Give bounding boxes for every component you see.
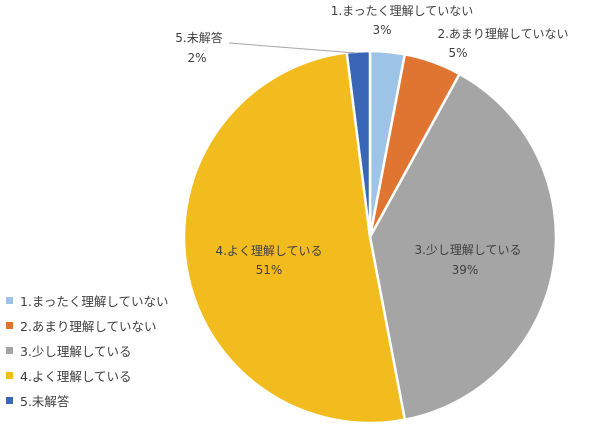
legend-swatch-1 (6, 297, 13, 304)
slice-label-value-3: 39% (452, 263, 479, 277)
legend: 1.まったく理解していない 2.あまり理解していない 3.少し理解している 4.… (6, 288, 169, 413)
legend-label-3: 3.少し理解している (20, 344, 132, 359)
pie-slice-4 (182, 51, 407, 425)
legend-item-3: 3.少し理解している (6, 338, 169, 363)
legend-item-5: 5.未解答 (6, 388, 169, 413)
legend-label-2: 2.あまり理解していない (20, 319, 157, 334)
legend-item-2: 2.あまり理解していない (6, 313, 169, 338)
legend-label-5: 5.未解答 (20, 394, 70, 409)
legend-item-4: 4.よく理解している (6, 363, 169, 388)
leader-line-5 (228, 42, 357, 54)
slice-label-name-5: 5.未解答 (175, 30, 222, 45)
legend-label-1: 1.まったく理解していない (20, 294, 169, 309)
pie-slices (182, 49, 558, 425)
slice-label-value-1: 3% (372, 23, 391, 37)
legend-swatch-3 (6, 347, 13, 354)
slice-label-name-3: 3.少し理解している (414, 243, 521, 257)
legend-item-1: 1.まったく理解していない (6, 288, 169, 313)
legend-label-4: 4.よく理解している (20, 369, 132, 384)
legend-swatch-2 (6, 322, 13, 329)
slice-label-name-1: 1.まったく理解していない (331, 4, 474, 18)
legend-swatch-4 (6, 372, 13, 379)
slice-label-name-2: 2.あまり理解していない (437, 27, 568, 41)
slice-label-value-2: 5% (448, 46, 467, 60)
legend-swatch-5 (6, 397, 13, 404)
pie-slice-3 (368, 72, 558, 421)
slice-label-value-5: 2% (187, 51, 206, 65)
slice-label-name-4: 4.よく理解している (215, 244, 322, 258)
slice-label-value-4: 51% (256, 263, 283, 277)
